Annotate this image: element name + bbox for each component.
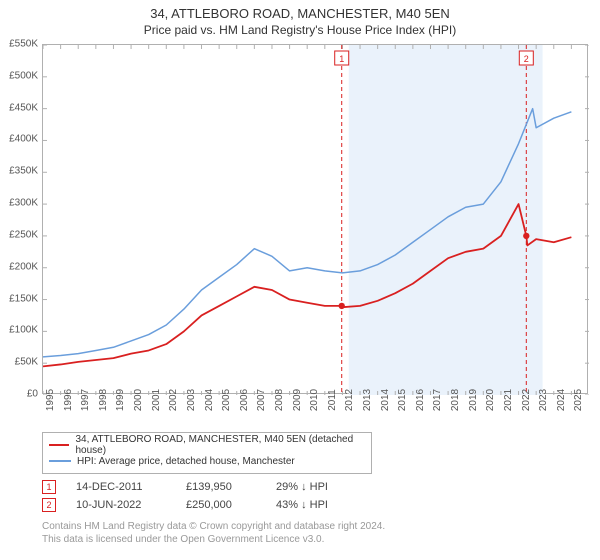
- x-axis-tick-label: 2022: [521, 389, 532, 411]
- legend-box: 34, ATTLEBORO ROAD, MANCHESTER, M40 5EN …: [42, 432, 372, 474]
- x-axis-tick-label: 2011: [327, 389, 338, 411]
- x-axis-tick-label: 2002: [168, 389, 179, 411]
- x-axis-labels: 1995199619971998199920002001200220032004…: [42, 398, 588, 428]
- x-axis-tick-label: 2015: [397, 389, 408, 411]
- x-axis-tick-label: 2004: [204, 389, 215, 411]
- x-axis-tick-label: 1997: [80, 389, 91, 411]
- chart-title: 34, ATTLEBORO ROAD, MANCHESTER, M40 5EN: [0, 6, 600, 21]
- x-axis-tick-label: 2024: [556, 389, 567, 411]
- transaction-row: 1 14-DEC-2011£139,95029% ↓ HPI: [42, 478, 588, 496]
- transaction-delta: 43% ↓ HPI: [276, 499, 356, 511]
- x-axis-tick-label: 2001: [151, 389, 162, 411]
- x-axis-tick-label: 2007: [256, 389, 267, 411]
- footer-attribution: Contains HM Land Registry data © Crown c…: [42, 520, 588, 546]
- y-axis-tick-label: £250K: [9, 229, 38, 240]
- x-axis-tick-label: 2012: [344, 389, 355, 411]
- x-axis-tick-label: 2006: [239, 389, 250, 411]
- x-axis-tick-label: 2021: [503, 389, 514, 411]
- chart-subtitle: Price paid vs. HM Land Registry's House …: [0, 23, 600, 37]
- legend-swatch: [49, 460, 71, 462]
- x-axis-tick-label: 2025: [573, 389, 584, 411]
- x-axis-tick-label: 1998: [98, 389, 109, 411]
- transaction-table: 1 14-DEC-2011£139,95029% ↓ HPI 2 10-JUN-202…: [42, 478, 588, 514]
- y-axis-tick-label: £400K: [9, 134, 38, 145]
- chart-container: 34, ATTLEBORO ROAD, MANCHESTER, M40 5EN …: [0, 0, 600, 560]
- x-axis-tick-label: 1996: [63, 389, 74, 411]
- y-axis-tick-label: £300K: [9, 198, 38, 209]
- legend-label: HPI: Average price, detached house, Manc…: [77, 456, 295, 467]
- x-axis-tick-label: 2005: [221, 389, 232, 411]
- x-axis-tick-label: 2014: [380, 389, 391, 411]
- x-axis-tick-label: 2000: [133, 389, 144, 411]
- y-axis-tick-label: £150K: [9, 293, 38, 304]
- x-axis-tick-label: 2009: [292, 389, 303, 411]
- y-axis-tick-label: £550K: [9, 39, 38, 50]
- legend-swatch: [49, 444, 69, 446]
- x-axis-tick-label: 2013: [362, 389, 373, 411]
- x-axis-tick-label: 2019: [468, 389, 479, 411]
- y-axis-tick-label: £0: [27, 389, 38, 400]
- y-axis-tick-label: £350K: [9, 166, 38, 177]
- transaction-marker: 2: [42, 498, 56, 512]
- legend-label: 34, ATTLEBORO ROAD, MANCHESTER, M40 5EN …: [75, 434, 365, 456]
- transaction-date: 14-DEC-2011: [76, 481, 186, 493]
- chart-svg: 12: [43, 45, 589, 395]
- footer-line-1: Contains HM Land Registry data © Crown c…: [42, 520, 588, 533]
- svg-text:1: 1: [339, 54, 344, 64]
- transaction-marker: 1: [42, 480, 56, 494]
- transaction-price: £139,950: [186, 481, 276, 493]
- x-axis-tick-label: 2008: [274, 389, 285, 411]
- transaction-date: 10-JUN-2022: [76, 499, 186, 511]
- x-axis-tick-label: 2023: [538, 389, 549, 411]
- x-axis-tick-label: 2016: [415, 389, 426, 411]
- y-axis-tick-label: £50K: [15, 357, 38, 368]
- x-axis-tick-label: 2020: [485, 389, 496, 411]
- x-axis-tick-label: 2018: [450, 389, 461, 411]
- x-axis-tick-label: 2003: [186, 389, 197, 411]
- transaction-price: £250,000: [186, 499, 276, 511]
- x-axis-tick-label: 1995: [45, 389, 56, 411]
- svg-text:2: 2: [524, 54, 529, 64]
- y-axis-tick-label: £500K: [9, 70, 38, 81]
- chart-plot-area: 12: [42, 44, 588, 394]
- y-axis-tick-label: £100K: [9, 325, 38, 336]
- legend-item: 34, ATTLEBORO ROAD, MANCHESTER, M40 5EN …: [49, 437, 365, 453]
- transaction-row: 2 10-JUN-2022£250,00043% ↓ HPI: [42, 496, 588, 514]
- y-axis-tick-label: £200K: [9, 261, 38, 272]
- x-axis-tick-label: 2017: [432, 389, 443, 411]
- y-axis-tick-label: £450K: [9, 102, 38, 113]
- x-axis-tick-label: 2010: [309, 389, 320, 411]
- x-axis-tick-label: 1999: [115, 389, 126, 411]
- title-block: 34, ATTLEBORO ROAD, MANCHESTER, M40 5EN …: [0, 0, 600, 37]
- transaction-delta: 29% ↓ HPI: [276, 481, 356, 493]
- y-axis-labels: £0£50K£100K£150K£200K£250K£300K£350K£400…: [0, 44, 40, 394]
- footer-line-2: This data is licensed under the Open Gov…: [42, 533, 588, 546]
